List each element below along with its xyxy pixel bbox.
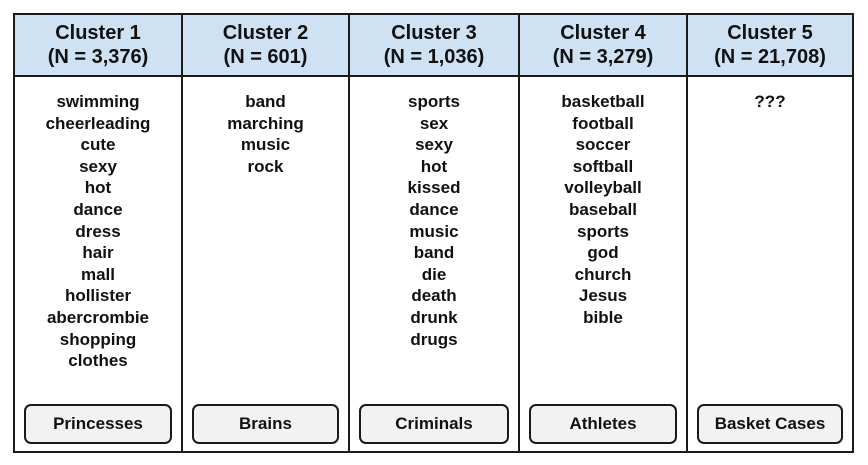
cluster-term: clothes [68, 351, 128, 371]
cluster-terms-2: band marching music rock [183, 77, 348, 177]
cluster-term: softball [572, 156, 634, 176]
cluster-label-3: Criminals [359, 404, 509, 444]
cluster-term: drugs [410, 329, 458, 349]
cluster-table: Cluster 1 (N = 3,376) swimming cheerleadi… [13, 13, 854, 453]
cluster-term: band [245, 92, 286, 111]
cluster-term: music [409, 221, 459, 241]
cluster-column-1: Cluster 1 (N = 3,376) swimming cheerleadi… [15, 15, 183, 451]
cluster-header-4: Cluster 4 (N = 3,279) [520, 15, 686, 77]
cluster-term: rock [247, 156, 284, 176]
cluster-term: drunk [410, 307, 458, 327]
cluster-term: marching [227, 113, 304, 133]
cluster-terms-5: ??? [688, 77, 852, 113]
cluster-term: football [572, 113, 634, 133]
cluster-term: cheerleading [45, 113, 151, 133]
cluster-term: dance [73, 199, 123, 219]
cluster-term: bible [583, 307, 623, 327]
cluster-terms-3: sports sex sexy hot kissed dance music band die d… [350, 77, 518, 350]
cluster-count-4: (N = 3,279) [552, 46, 654, 68]
cluster-term: hair [82, 243, 114, 263]
cluster-term: die [421, 264, 447, 284]
cluster-term: music [240, 135, 291, 155]
cluster-term: sexy [415, 135, 453, 155]
cluster-terms-1: swimming cheerleading cute sexy hot dance dres… [15, 77, 181, 372]
cluster-term: soccer [575, 135, 631, 155]
cluster-header-1: Cluster 1 (N = 3,376) [15, 15, 181, 77]
cluster-column-4: Cluster 4 (N = 3,279) basketball football… [520, 15, 688, 451]
cluster-term: god [587, 243, 619, 263]
cluster-term: volleyball [564, 178, 642, 198]
cluster-column-2: Cluster 2 (N = 601) band marching music roc… [183, 15, 350, 451]
cluster-title-4: Cluster 4 [560, 22, 646, 44]
cluster-count-3: (N = 1,036) [383, 46, 485, 68]
cluster-term: band [413, 243, 455, 263]
cluster-term: sexy [79, 156, 117, 176]
cluster-term: dance [409, 199, 459, 219]
cluster-term: dress [75, 221, 121, 241]
cluster-count-1: (N = 3,376) [47, 46, 149, 68]
cluster-term: ??? [754, 92, 786, 111]
cluster-term: cute [80, 135, 116, 155]
cluster-term: sports [577, 221, 629, 241]
cluster-terms-4: basketball football soccer softball volleyba… [520, 77, 686, 329]
cluster-term: hot [420, 156, 448, 176]
cluster-column-5: Cluster 5 (N = 21,708) ??? Basket Cases [688, 15, 852, 451]
cluster-label-5: Basket Cases [697, 404, 843, 444]
cluster-term: basketball [561, 92, 645, 111]
cluster-title-1: Cluster 1 [55, 22, 141, 44]
cluster-term: swimming [56, 92, 140, 111]
cluster-term: abercrombie [46, 307, 150, 327]
cluster-label-1: Princesses [24, 404, 172, 444]
cluster-title-2: Cluster 2 [222, 22, 309, 44]
cluster-count-2: (N = 601) [223, 46, 308, 68]
cluster-label-4: Athletes [529, 404, 677, 444]
cluster-header-2: Cluster 2 (N = 601) [183, 15, 348, 77]
cluster-header-3: Cluster 3 (N = 1,036) [350, 15, 518, 77]
cluster-title-5: Cluster 5 [727, 22, 813, 44]
cluster-count-5: (N = 21,708) [714, 46, 826, 68]
cluster-term: Jesus [578, 286, 628, 306]
cluster-term: hollister [64, 286, 132, 306]
cluster-term: death [411, 286, 457, 306]
cluster-term: shopping [59, 329, 137, 349]
cluster-term: baseball [568, 199, 638, 219]
cluster-column-3: Cluster 3 (N = 1,036) sports sex sexy hot ki… [350, 15, 520, 451]
cluster-header-5: Cluster 5 (N = 21,708) [688, 15, 852, 77]
cluster-term: hot [84, 178, 112, 198]
cluster-term: kissed [407, 178, 461, 198]
cluster-term: sex [419, 113, 449, 133]
cluster-label-2: Brains [192, 404, 339, 444]
cluster-term: church [574, 264, 632, 284]
cluster-title-3: Cluster 3 [391, 22, 477, 44]
cluster-term: mall [80, 264, 116, 284]
cluster-term: sports [408, 92, 460, 111]
